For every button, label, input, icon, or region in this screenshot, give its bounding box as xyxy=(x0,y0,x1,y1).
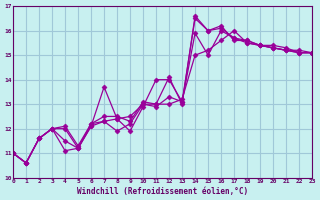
X-axis label: Windchill (Refroidissement éolien,°C): Windchill (Refroidissement éolien,°C) xyxy=(77,187,248,196)
